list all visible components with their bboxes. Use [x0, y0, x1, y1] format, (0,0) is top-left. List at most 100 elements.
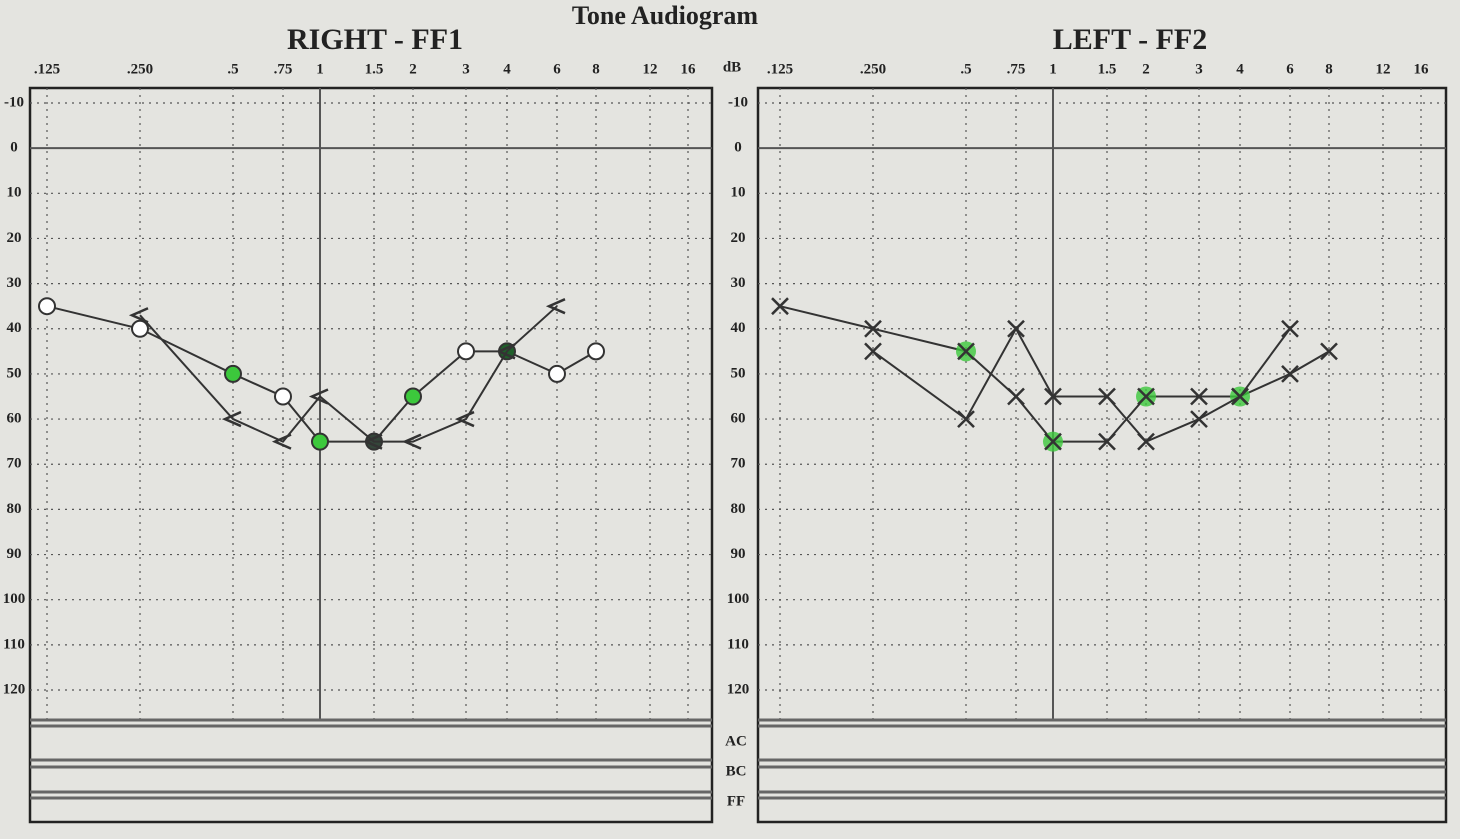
- y-tick-label: 40: [7, 320, 22, 336]
- y-tick-label: -10: [4, 94, 24, 110]
- y-tick-label: 70: [731, 456, 746, 472]
- circle-marker: [224, 364, 242, 383]
- x-marker: [1137, 432, 1155, 451]
- x-marker: [864, 342, 882, 361]
- x-tick-label: 1: [1049, 61, 1057, 77]
- x-marker: [1007, 387, 1025, 406]
- y-tick-label: 100: [727, 591, 750, 607]
- x-tick-label: 1.5: [365, 61, 384, 77]
- y-tick-label: 60: [731, 411, 746, 427]
- y-axis-label: dB: [723, 59, 741, 75]
- frame: [28, 86, 714, 824]
- x-tick-label: 6: [1286, 61, 1294, 77]
- y-tick-label: 20: [7, 230, 22, 246]
- y-tick-label: 50: [7, 365, 22, 381]
- x-marker: [1098, 432, 1116, 451]
- y-tick-label: 60: [7, 411, 22, 427]
- x-tick-label: .125: [767, 61, 793, 77]
- chevron-marker: [545, 298, 566, 315]
- y-tick-label: 120: [727, 681, 750, 697]
- chevron-marker: [401, 433, 422, 450]
- x-marker: [957, 410, 975, 428]
- y-tick-label: 110: [727, 636, 749, 652]
- y-tick-label: 30: [731, 275, 746, 291]
- x-marker: [864, 319, 882, 338]
- circle-marker: [38, 297, 56, 316]
- circle-marker: [548, 364, 566, 383]
- y-tick-label: 80: [731, 501, 746, 517]
- x-tick-label: 1: [316, 61, 324, 77]
- row-label: FF: [727, 793, 745, 809]
- y-tick-label: 120: [3, 681, 26, 697]
- x-tick-label: 3: [1195, 61, 1203, 77]
- y-tick-label: -10: [728, 94, 748, 110]
- y-tick-label: 70: [7, 456, 22, 472]
- y-tick-label: 110: [3, 636, 25, 652]
- x-tick-label: .250: [860, 61, 886, 77]
- y-tick-label: 10: [7, 185, 22, 201]
- row-label: AC: [725, 733, 747, 749]
- x-tick-label: 3: [462, 61, 470, 77]
- page-title: Tone Audiogram: [572, 1, 758, 30]
- x-tick-label: .75: [1007, 61, 1026, 77]
- circle-marker: [587, 342, 605, 361]
- x-marker: [1320, 342, 1338, 361]
- y-tick-label: 30: [7, 275, 22, 291]
- circle-marker: [404, 387, 422, 406]
- y-tick-label: 100: [3, 591, 26, 607]
- chevron-marker: [454, 410, 475, 428]
- x-tick-label: 16: [1414, 61, 1430, 77]
- x-tick-label: 8: [592, 61, 600, 77]
- x-marker: [1281, 319, 1299, 338]
- x-marker: [1007, 319, 1025, 338]
- y-tick-label: 0: [734, 140, 742, 156]
- x-marker: [1190, 387, 1208, 406]
- y-tick-label: 50: [731, 365, 746, 381]
- x-tick-label: .5: [227, 61, 238, 77]
- x-marker: [1281, 365, 1299, 383]
- x-marker: [1098, 387, 1116, 406]
- x-tick-label: 2: [409, 61, 417, 77]
- y-tick-label: 90: [7, 546, 22, 562]
- chevron-marker: [221, 410, 242, 428]
- y-tick-label: 10: [731, 185, 746, 201]
- chevron-marker: [271, 433, 292, 450]
- x-tick-label: 4: [503, 61, 511, 77]
- circle-marker: [131, 319, 149, 338]
- x-tick-label: .125: [34, 61, 60, 77]
- y-tick-label: 90: [731, 546, 746, 562]
- x-marker: [1137, 387, 1155, 406]
- row-label: BC: [726, 763, 747, 779]
- chevron-marker: [128, 307, 149, 324]
- x-tick-label: .75: [274, 61, 293, 77]
- frame: [756, 86, 1448, 824]
- x-tick-label: 4: [1236, 61, 1244, 77]
- circle-marker: [311, 432, 329, 451]
- x-tick-label: 6: [553, 61, 561, 77]
- x-tick-label: 12: [1376, 61, 1391, 77]
- chart-title: LEFT - FF2: [1053, 23, 1207, 56]
- y-tick-label: 40: [731, 320, 746, 336]
- x-tick-label: 12: [643, 61, 658, 77]
- x-tick-label: .250: [127, 61, 153, 77]
- x-marker: [1190, 410, 1208, 428]
- series-line: [139, 305, 558, 443]
- x-marker: [1044, 387, 1062, 406]
- x-marker: [771, 297, 789, 316]
- chevron-marker: [362, 433, 383, 450]
- chart-title: RIGHT - FF1: [287, 23, 463, 56]
- y-tick-label: 0: [10, 140, 18, 156]
- x-marker: [957, 342, 975, 361]
- x-tick-label: 16: [681, 61, 697, 77]
- x-tick-label: 2: [1142, 61, 1150, 77]
- y-tick-label: 80: [7, 501, 22, 517]
- chevron-marker: [495, 343, 516, 360]
- chevron-marker: [308, 388, 329, 405]
- x-tick-label: .5: [960, 61, 971, 77]
- x-tick-label: 8: [1325, 61, 1333, 77]
- x-marker: [1231, 387, 1249, 406]
- y-tick-label: 20: [731, 230, 746, 246]
- circle-marker: [457, 342, 475, 361]
